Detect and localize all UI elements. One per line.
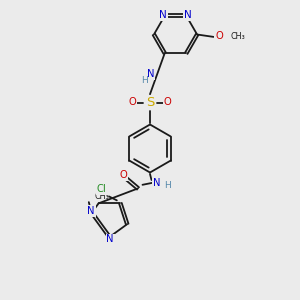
Text: H: H (141, 76, 148, 85)
Text: N: N (147, 69, 154, 79)
Text: N: N (88, 206, 95, 216)
Text: N: N (159, 10, 167, 20)
Text: CH₃: CH₃ (95, 192, 110, 201)
Text: O: O (129, 97, 136, 107)
Text: N: N (106, 234, 114, 244)
Text: N: N (184, 10, 192, 20)
Text: Cl: Cl (97, 184, 106, 194)
Text: O: O (119, 170, 127, 180)
Text: CH₃: CH₃ (230, 32, 245, 41)
Text: N: N (153, 178, 161, 188)
Text: O: O (215, 31, 223, 41)
Text: H: H (164, 182, 170, 190)
Text: O: O (164, 97, 171, 107)
Text: S: S (146, 96, 154, 109)
